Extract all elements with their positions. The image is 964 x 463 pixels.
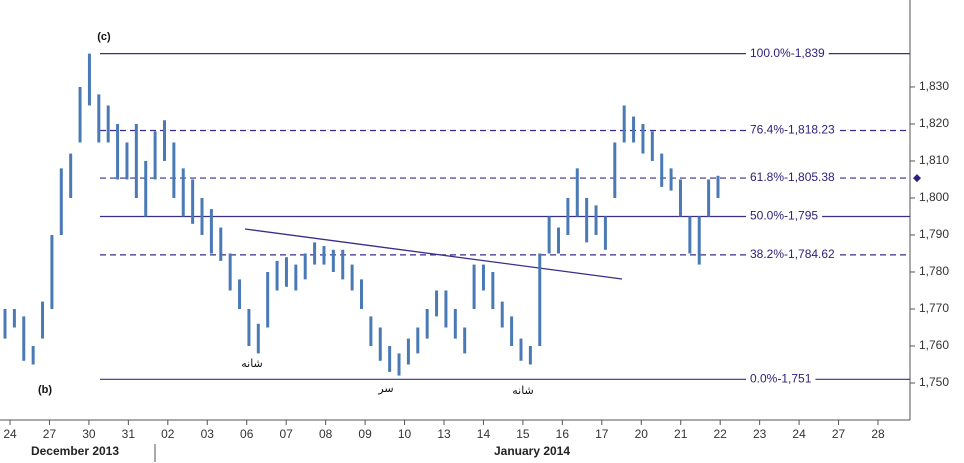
x-tick-label: 15	[516, 427, 530, 441]
label-bg	[746, 247, 839, 262]
y-tick-label: 1,800	[919, 190, 949, 204]
neckline	[244, 228, 623, 280]
x-tick-label: 10	[398, 427, 412, 441]
y-tick-label: 1,770	[919, 301, 949, 315]
x-tick-label: 24	[3, 427, 17, 441]
annotation: سر	[377, 383, 393, 395]
x-tick-label: 20	[635, 427, 649, 441]
month-label: December 2013	[31, 444, 119, 458]
annotation: شانه	[512, 385, 534, 397]
x-tick-label: 09	[358, 427, 372, 441]
y-tick-label: 1,760	[919, 338, 949, 352]
label-bg	[746, 123, 839, 138]
x-tick-label: 31	[122, 427, 136, 441]
y-tick-label: 1,790	[919, 227, 949, 241]
month-label: January 2014	[494, 444, 570, 458]
x-tick-label: 21	[674, 427, 688, 441]
x-tick-label: 16	[556, 427, 570, 441]
y-tick-label: 1,780	[919, 264, 949, 278]
x-tick-label: 06	[240, 427, 254, 441]
x-tick-label: 27	[43, 427, 57, 441]
x-tick-label: 30	[82, 427, 96, 441]
annotation: شانه	[241, 358, 263, 370]
x-tick-label: 28	[871, 427, 885, 441]
fib-label: 0.0%-1,751	[750, 371, 812, 385]
fib-label: 61.8%-1,805.38	[750, 170, 835, 184]
label-bg	[746, 46, 829, 61]
x-tick-label: 02	[161, 427, 175, 441]
label-bg	[746, 171, 839, 186]
x-tick-label: 23	[753, 427, 767, 441]
fib-label: 38.2%-1,784.62	[750, 247, 835, 261]
x-tick-label: 03	[201, 427, 215, 441]
x-tick-label: 27	[832, 427, 846, 441]
y-tick-label: 1,810	[919, 153, 949, 167]
fib-label: 76.4%-1,818.23	[750, 123, 835, 137]
y-tick-label: 1,830	[919, 79, 949, 93]
annotation: (c)	[97, 31, 111, 43]
label-bg	[746, 372, 816, 387]
annotation: (b)	[38, 384, 52, 396]
fib-label: 100.0%-1,839	[750, 46, 825, 60]
x-tick-label: 07	[280, 427, 294, 441]
x-tick-label: 14	[477, 427, 491, 441]
x-tick-label: 24	[792, 427, 806, 441]
label-bg	[746, 209, 823, 224]
x-tick-label: 17	[595, 427, 609, 441]
y-tick-label: 1,820	[919, 116, 949, 130]
current-marker	[913, 174, 921, 183]
x-tick-label: 08	[319, 427, 333, 441]
x-tick-label: 13	[437, 427, 451, 441]
y-tick-label: 1,750	[919, 375, 949, 389]
x-tick-label: 22	[714, 427, 728, 441]
fib-label: 50.0%-1,795	[750, 209, 818, 223]
